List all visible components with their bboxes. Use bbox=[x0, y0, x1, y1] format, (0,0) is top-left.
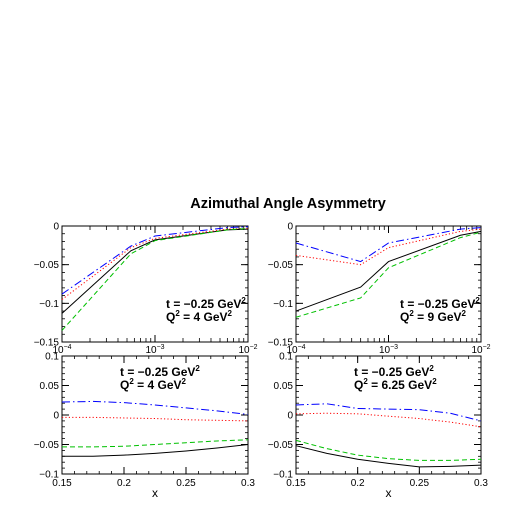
y-tick-label: 0 bbox=[287, 222, 293, 233]
x-tick-label: 0.3 bbox=[241, 478, 255, 489]
x-tick-label: 0.15 bbox=[286, 478, 306, 489]
y-tick-label: −0.1 bbox=[39, 299, 59, 310]
y-tick-label: −0.05 bbox=[268, 260, 294, 271]
x-tick-label: 10−2 bbox=[471, 344, 490, 356]
x-tick-label: 10−3 bbox=[379, 344, 398, 356]
x-tick-label: 10−4 bbox=[286, 344, 305, 356]
series-line-2 bbox=[295, 412, 482, 428]
y-tick-label: −0.1 bbox=[273, 299, 293, 310]
chart-panels: 10−4 10−3 10−2 −0.15 −0.1 −0.05 0 t = −0.25 GeV… bbox=[34, 222, 491, 501]
annotation-t: t = −0.25 GeV2 bbox=[120, 364, 200, 379]
y-tick-label: 0.05 bbox=[40, 381, 60, 392]
y-tick-label: 0.1 bbox=[45, 352, 59, 363]
annotation-t: t = −0.25 GeV2 bbox=[354, 364, 434, 379]
figure-title: Azimuthal Angle Asymmetry bbox=[190, 196, 386, 212]
panel-bottom-left: 0.15 0.2 0.25 0.3 −0.1 −0.05 0 0.05 0.1 x t = −0.2… bbox=[34, 352, 256, 501]
panel-bottom-right: 0.15 0.2 0.25 0.3 −0.1 −0.05 0 0.05 0.1 x t = −0.2… bbox=[268, 352, 489, 501]
plot-frame bbox=[61, 225, 249, 343]
y-tick-label: 0 bbox=[287, 411, 293, 422]
x-tick-label: 10−2 bbox=[238, 344, 257, 356]
x-tick-label: 10−4 bbox=[52, 344, 71, 356]
annotation-q2: Q2 = 4 GeV2 bbox=[120, 377, 187, 392]
panel-top-right: 10−4 10−3 10−2 −0.15 −0.1 −0.05 0 t = −0.25 GeV… bbox=[268, 222, 491, 357]
annotation-t: t = −0.25 GeV2 bbox=[166, 296, 246, 311]
x-tick-label: 0.25 bbox=[410, 478, 430, 489]
annotation-q2: Q2 = 6.25 GeV2 bbox=[354, 377, 437, 392]
y-tick-label: 0 bbox=[53, 222, 59, 233]
y-tick-label: 0 bbox=[53, 411, 59, 422]
annotation-t: t = −0.25 GeV2 bbox=[400, 296, 480, 311]
y-tick-label: −0.05 bbox=[268, 440, 294, 451]
x-axis-label: x bbox=[386, 486, 392, 500]
y-tick-label: −0.05 bbox=[34, 440, 60, 451]
panel-top-left: 10−4 10−3 10−2 −0.15 −0.1 −0.05 0 t = −0.25 GeV… bbox=[34, 222, 258, 357]
series-line-1 bbox=[295, 230, 482, 312]
series-line-4 bbox=[62, 439, 249, 448]
series-line-1 bbox=[62, 444, 249, 457]
y-tick-label: −0.15 bbox=[268, 338, 294, 349]
series-line-3 bbox=[295, 403, 482, 422]
y-tick-label: −0.1 bbox=[39, 470, 59, 481]
x-tick-label: 0.2 bbox=[351, 478, 365, 489]
x-tick-label: 0.3 bbox=[474, 478, 488, 489]
annotation-q2: Q2 = 9 GeV2 bbox=[400, 309, 467, 324]
x-tick-label: 10−3 bbox=[145, 344, 164, 356]
series-line-4 bbox=[295, 439, 482, 461]
series-line-2 bbox=[61, 227, 249, 300]
series-line-4 bbox=[61, 227, 249, 331]
y-tick-label: −0.1 bbox=[273, 470, 293, 481]
series-line-2 bbox=[62, 416, 249, 422]
x-axis-label: x bbox=[152, 486, 158, 500]
x-tick-label: 0.15 bbox=[52, 478, 72, 489]
series-line-3 bbox=[295, 227, 482, 263]
series-line-4 bbox=[295, 231, 482, 318]
series-line-3 bbox=[61, 226, 249, 295]
y-tick-label: −0.05 bbox=[34, 260, 60, 271]
annotation-q2: Q2 = 4 GeV2 bbox=[166, 309, 233, 324]
x-tick-label: 0.2 bbox=[117, 478, 131, 489]
y-tick-label: 0.05 bbox=[274, 381, 294, 392]
x-tick-label: 0.25 bbox=[176, 478, 196, 489]
y-tick-label: 0.1 bbox=[279, 352, 293, 363]
y-tick-label: −0.15 bbox=[34, 338, 60, 349]
series-line-2 bbox=[295, 228, 482, 266]
series-line-1 bbox=[295, 445, 482, 468]
series-line-3 bbox=[61, 400, 249, 415]
